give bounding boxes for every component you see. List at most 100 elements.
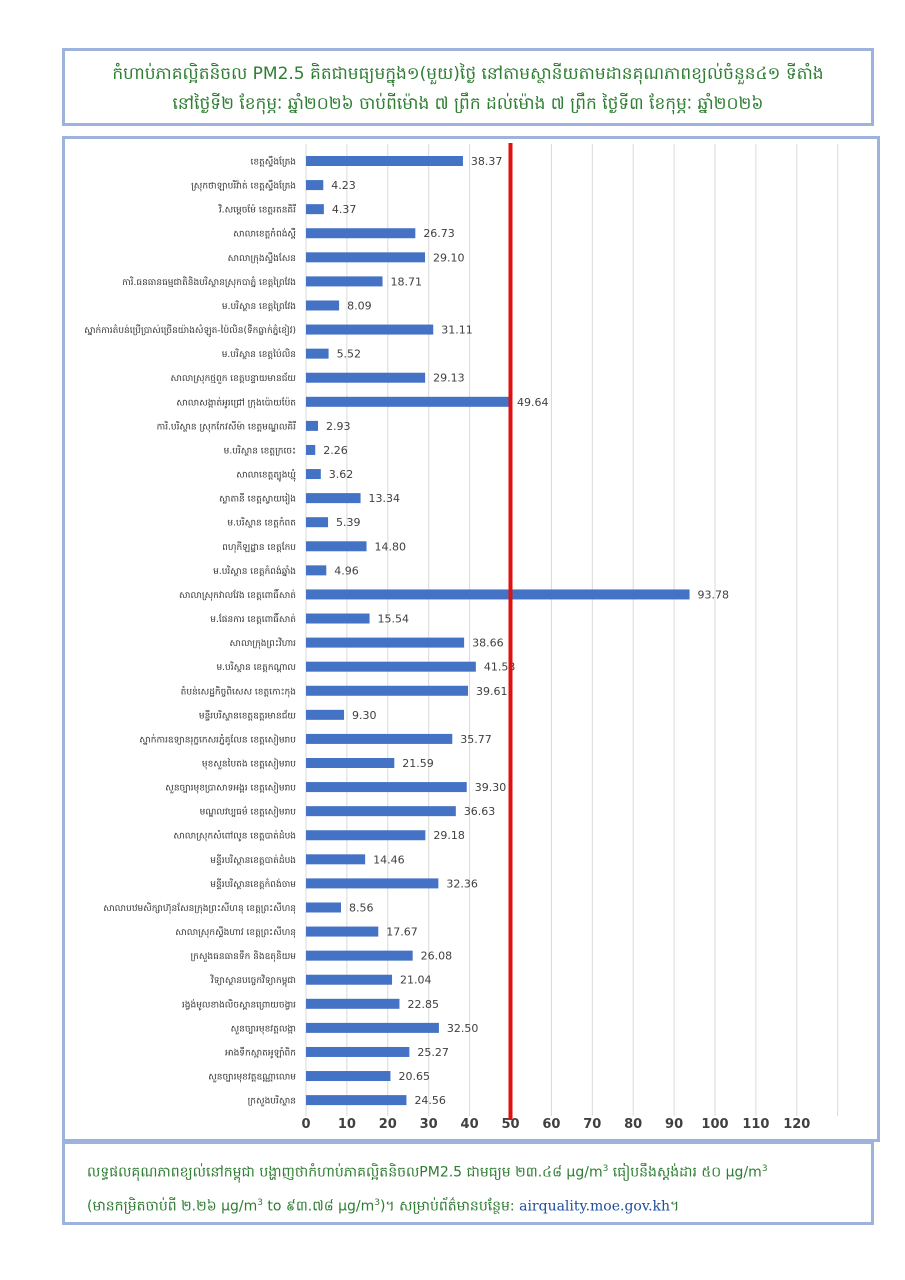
value-label: 31.11 bbox=[441, 324, 473, 337]
x-tick-label: 50 bbox=[501, 1117, 519, 1132]
superscript: 3 bbox=[374, 1197, 380, 1208]
category-label: សាលាស្រុកវាលវែង ខេត្តពោធិ៍សាត់ bbox=[179, 588, 296, 601]
bar bbox=[306, 758, 395, 768]
category-label: សាលាស្រុកស្ទឹងហាវ ខេត្តព្រះសីហនុ bbox=[175, 926, 296, 938]
chart-area: 0 10 20 30 40 50 60 70 80 90 100 110 120 ខេត្តស្ទឹងត្… bbox=[62, 136, 880, 1142]
bar bbox=[306, 1095, 407, 1106]
category-label: សាលាខេត្តកំពង់ស្ពឺ bbox=[233, 228, 296, 240]
bar bbox=[306, 252, 426, 263]
bar bbox=[306, 806, 456, 817]
value-label: 15.54 bbox=[378, 613, 410, 626]
category-label: ម.បរិស្ថាន ខេត្តក្រចេះ bbox=[224, 444, 296, 456]
category-label: សាលាក្រុងព្រះវិហារ bbox=[230, 637, 297, 649]
bar bbox=[306, 878, 439, 889]
value-label: 93.78 bbox=[698, 588, 730, 601]
value-label: 24.56 bbox=[414, 1094, 446, 1107]
summary-box: លទ្ធផលគុណភាពខ្យល់នៅកម្ពុជា បង្ហាញថាកំហាប… bbox=[62, 1141, 874, 1225]
category-label: សាលាសង្កាត់អូរជ្រៅ ក្រុងប៉ោយប៉ែត bbox=[176, 396, 296, 408]
bar bbox=[306, 276, 383, 287]
value-label: 18.71 bbox=[391, 275, 423, 288]
bar bbox=[306, 613, 370, 624]
category-label: វិ.សម្តេចម៉ែ ខេត្តរតនគិរី bbox=[218, 204, 296, 216]
value-label: 29.10 bbox=[433, 251, 465, 264]
bar bbox=[306, 541, 367, 552]
bar bbox=[306, 517, 329, 528]
bar bbox=[306, 637, 465, 648]
category-label: វិទ្យាស្ថានបច្ចេកវិទ្យាកម្ពុជា bbox=[210, 974, 296, 987]
value-label: 9.30 bbox=[352, 709, 377, 722]
superscript: 3 bbox=[257, 1197, 263, 1208]
x-tick-label: 20 bbox=[379, 1117, 397, 1132]
summary-text: to ៩៣.៧៨ µg/m bbox=[262, 1198, 375, 1215]
chart-title-line-1: កំហាប់ភាគល្អិតនិចល PM2.5 គិតជាមធ្យមក្នុង… bbox=[112, 64, 824, 84]
category-label: សួនច្បារមុខវត្តលង្កា bbox=[231, 1024, 296, 1034]
category-label: សួនច្បារមុខវត្តឧណ្ណាលោម bbox=[208, 1073, 296, 1083]
summary-text: )។ សម្រាប់ព័ត៌មានបន្ថែម: bbox=[379, 1198, 520, 1215]
value-label: 21.59 bbox=[402, 757, 434, 770]
x-tick-label: 90 bbox=[665, 1117, 683, 1132]
bar bbox=[306, 324, 434, 335]
bar bbox=[306, 974, 393, 985]
value-label: 32.36 bbox=[446, 877, 478, 890]
category-label: មន្ទីរបរិស្ថានខេត្តកំពង់ចាម bbox=[210, 878, 296, 890]
summary-text: (មានកម្រិតចាប់ពី ២.២៦ µg/m bbox=[87, 1198, 258, 1215]
bar bbox=[306, 1071, 391, 1082]
superscript: 3 bbox=[602, 1164, 609, 1174]
value-label: 49.64 bbox=[517, 396, 549, 409]
value-label: 41.53 bbox=[484, 661, 515, 674]
value-label: 26.08 bbox=[421, 950, 453, 963]
website-link[interactable]: airquality.moe.gov.kh bbox=[519, 1198, 671, 1215]
category-label: មុខសួនបៃតង ខេត្តសៀមរាប bbox=[202, 758, 296, 770]
bar bbox=[306, 204, 324, 215]
bar bbox=[306, 926, 379, 937]
x-tick-label: 10 bbox=[338, 1117, 356, 1132]
value-label: 29.13 bbox=[433, 372, 465, 385]
category-label: ម.បរិស្ថាន ខេត្តកណ្ដាល bbox=[216, 661, 296, 673]
value-label: 39.30 bbox=[475, 781, 507, 794]
bar bbox=[306, 444, 316, 455]
chart-title-box: កំហាប់ភាគល្អិតនិចល PM2.5 គិតជាមធ្យមក្នុង… bbox=[62, 48, 874, 126]
superscript: 3 bbox=[761, 1164, 768, 1174]
summary-text: លទ្ធផលគុណភាពខ្យល់នៅកម្ពុជា បង្ហាញថាកំហាប… bbox=[87, 1164, 603, 1181]
bar bbox=[306, 493, 361, 504]
value-label: 39.61 bbox=[476, 685, 508, 698]
bar bbox=[306, 1022, 439, 1033]
bar bbox=[306, 1046, 410, 1057]
value-label: 20.65 bbox=[398, 1070, 430, 1083]
category-label: ស្នាក់ការតំបន់ប្រើប្រាស់ច្រើនយ៉ាងសំឡូត-ប… bbox=[84, 324, 296, 337]
bar bbox=[306, 854, 366, 865]
summary-line-2: (មានកម្រិតចាប់ពី ២.២៦ µg/m3 to ៩៣.៧៨ µg/… bbox=[87, 1188, 871, 1222]
value-label: 14.80 bbox=[375, 540, 407, 553]
value-label: 5.39 bbox=[336, 516, 361, 529]
value-label: 2.26 bbox=[323, 444, 348, 457]
value-label: 8.09 bbox=[347, 299, 372, 312]
category-label: រង្វង់មូលខាងលិចស្ពានព្រោយចង្វារ bbox=[182, 998, 296, 1010]
x-tick-label: 120 bbox=[783, 1117, 810, 1132]
category-label: សាលាក្រុងស្ទឹងសែន bbox=[228, 252, 296, 264]
bar bbox=[306, 830, 426, 841]
category-label: អាងទឹកស្អាតអូឡាំពិក bbox=[225, 1046, 296, 1058]
category-label: ម.បរិស្ថាន ខេត្តកំពត bbox=[227, 517, 296, 529]
value-label: 17.67 bbox=[386, 926, 418, 939]
value-label: 13.34 bbox=[369, 492, 401, 505]
bar bbox=[306, 372, 426, 383]
bar bbox=[306, 685, 469, 696]
value-label: 4.23 bbox=[331, 179, 356, 192]
bar bbox=[306, 396, 510, 407]
category-label: ក្រសួងបរិស្ថាន bbox=[248, 1095, 296, 1107]
value-label: 32.50 bbox=[447, 1022, 479, 1035]
value-label: 35.77 bbox=[460, 733, 492, 746]
x-tick-label: 100 bbox=[701, 1117, 728, 1132]
category-label: ម.បរិស្ថាន ខេត្តព្រៃវែង bbox=[222, 300, 296, 312]
category-label: ស្រុកថាឡាបរិវ៉ាត់ ខេត្តស្ទឹងត្រែង bbox=[191, 180, 296, 192]
bar-chart: 0 10 20 30 40 50 60 70 80 90 100 110 120 ខេត្តស្ទឹងត្… bbox=[84, 143, 839, 1132]
x-tick-label: 0 bbox=[301, 1117, 310, 1132]
bar bbox=[306, 661, 476, 672]
category-label: ការិ.បរិស្ថាន ស្រុកកែវសីម៉ា ខេត្តមណ្ឌលគិ… bbox=[157, 420, 297, 432]
category-label: តំបន់សេដ្ឋកិច្ចពិសេស ខេត្តកោះកុង bbox=[181, 685, 296, 697]
value-label: 21.04 bbox=[400, 974, 432, 987]
chart-title-line-2: នៅថ្ងៃទី២ ខែកុម្ភៈ ឆ្នាំ២០២៦ ចាប់ពីម៉ោង … bbox=[172, 94, 764, 114]
bar bbox=[306, 469, 321, 480]
category-label: មណ្ឌលវប្បធម៌ ខេត្តសៀមរាប bbox=[200, 806, 297, 818]
category-label: ម.បរិស្ថាន ខេត្តប៉ៃលិន bbox=[222, 348, 296, 360]
